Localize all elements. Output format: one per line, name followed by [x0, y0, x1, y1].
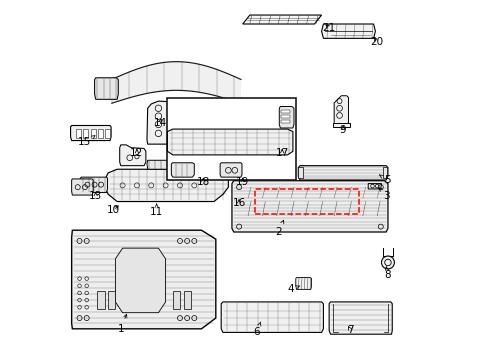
Polygon shape: [94, 78, 118, 99]
Polygon shape: [80, 177, 107, 193]
Text: 19: 19: [236, 177, 249, 187]
Bar: [167, 98, 296, 180]
Text: 4: 4: [287, 284, 299, 294]
Polygon shape: [221, 302, 323, 332]
Text: 3: 3: [379, 188, 388, 201]
Polygon shape: [333, 123, 349, 127]
Bar: [298, 167, 302, 178]
Bar: [281, 115, 290, 118]
Bar: [108, 291, 115, 309]
Polygon shape: [298, 166, 387, 180]
Circle shape: [381, 256, 394, 269]
Polygon shape: [333, 96, 348, 125]
Polygon shape: [120, 145, 145, 166]
Polygon shape: [295, 278, 311, 289]
Bar: [90, 129, 96, 138]
Text: 7: 7: [346, 325, 353, 335]
Text: 5: 5: [379, 175, 390, 185]
Text: 1: 1: [117, 314, 127, 334]
Bar: [105, 129, 110, 138]
Polygon shape: [328, 302, 391, 334]
Bar: [97, 291, 104, 309]
Bar: [76, 129, 81, 138]
Bar: [382, 167, 386, 178]
Polygon shape: [147, 160, 180, 169]
Text: 21: 21: [322, 23, 335, 33]
Text: 9: 9: [339, 125, 346, 135]
Text: 12: 12: [130, 148, 143, 158]
Text: 18: 18: [196, 177, 209, 187]
Bar: [98, 129, 103, 138]
Bar: [281, 110, 290, 113]
Polygon shape: [70, 126, 111, 140]
Polygon shape: [115, 248, 165, 313]
Polygon shape: [72, 179, 93, 195]
Polygon shape: [147, 101, 172, 144]
Bar: [183, 291, 190, 309]
Polygon shape: [321, 24, 375, 39]
Text: 11: 11: [150, 204, 163, 217]
Text: 14: 14: [153, 118, 166, 128]
Text: 16: 16: [232, 198, 245, 208]
Polygon shape: [220, 163, 242, 177]
Text: 17: 17: [275, 148, 288, 158]
Text: 6: 6: [253, 322, 261, 337]
Bar: [255, 189, 359, 214]
Polygon shape: [279, 107, 293, 128]
Text: 13: 13: [89, 191, 102, 201]
Polygon shape: [231, 181, 387, 232]
Polygon shape: [167, 129, 292, 155]
PathPatch shape: [112, 62, 241, 103]
Text: 2: 2: [275, 220, 283, 237]
Polygon shape: [242, 15, 321, 24]
Polygon shape: [72, 230, 215, 329]
Polygon shape: [171, 163, 194, 177]
Bar: [83, 129, 88, 138]
Polygon shape: [367, 184, 381, 189]
Text: 8: 8: [384, 267, 390, 280]
Bar: [172, 291, 180, 309]
Text: 15: 15: [78, 136, 95, 147]
Polygon shape: [104, 169, 228, 202]
Bar: [281, 120, 290, 123]
Text: 20: 20: [370, 37, 383, 47]
Text: 10: 10: [107, 206, 120, 216]
